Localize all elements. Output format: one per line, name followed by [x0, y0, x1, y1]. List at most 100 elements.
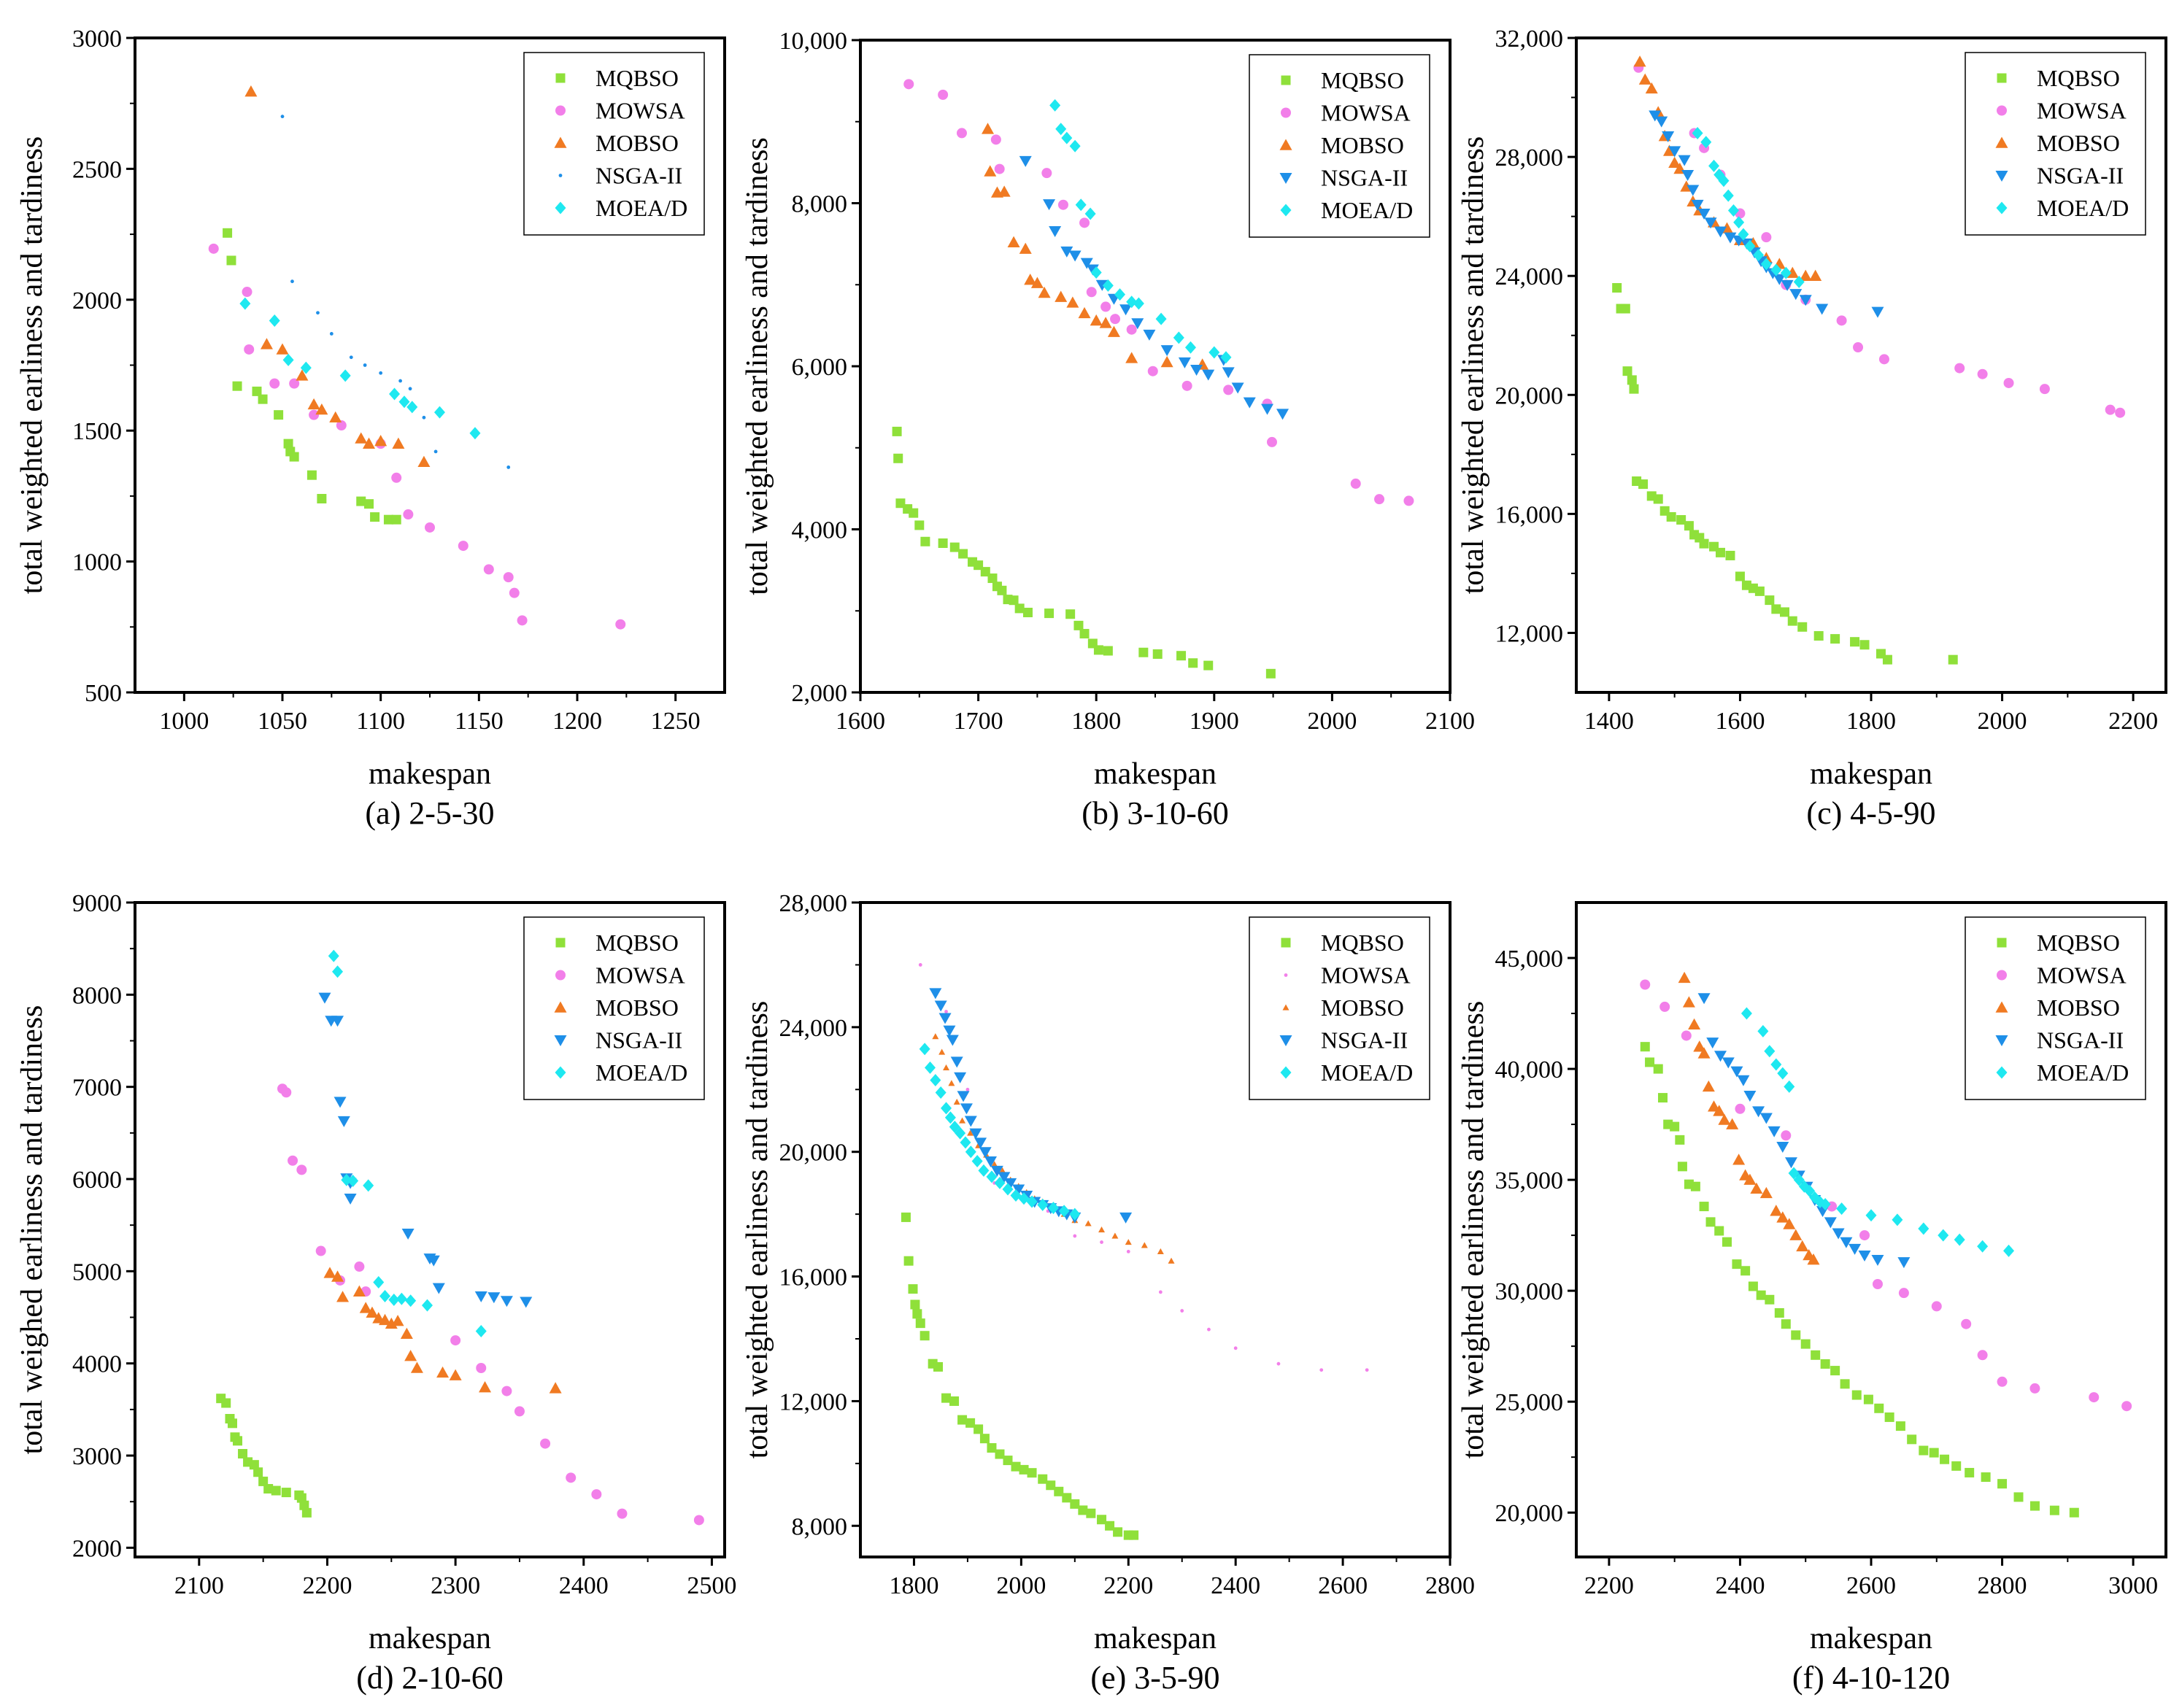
data-point-mqbso	[1754, 586, 1765, 596]
y-axis-title: total weighted earliness and tardiness	[1457, 136, 1490, 594]
data-point-mqbso	[1065, 609, 1076, 619]
data-point-nsga-ii	[1776, 1141, 1789, 1153]
data-point-mobso	[479, 1381, 492, 1393]
data-point-nsga-ii	[1724, 232, 1737, 244]
data-point-mobso	[1125, 1239, 1132, 1245]
series-mobso	[1678, 971, 1820, 1265]
data-point-mobso	[1682, 996, 1695, 1008]
data-point-mowsa	[288, 1155, 298, 1166]
data-point-mqbso	[301, 1507, 312, 1518]
y-axis-title: total weighed earliness and tardiness	[15, 1005, 49, 1455]
data-point-mqbso	[1940, 1454, 1950, 1464]
data-point-mowsa	[281, 1087, 292, 1098]
data-point-mowsa	[1374, 494, 1385, 505]
data-point-moea-d	[1892, 1213, 1903, 1226]
data-point-mowsa	[2089, 1392, 2100, 1403]
x-tick-label: 1600	[1715, 708, 1765, 735]
legend-box	[1249, 916, 1430, 1100]
data-point-moea-d	[1058, 1205, 1070, 1218]
data-point-mqbso	[1820, 1359, 1830, 1369]
data-point-mqbso	[1640, 1042, 1650, 1052]
data-point-moea-d	[388, 1294, 400, 1307]
data-point-mqbso	[1863, 1394, 1873, 1404]
data-point-mobso	[323, 1267, 336, 1278]
data-point-mobso	[391, 1315, 404, 1326]
data-point-moea-d	[398, 395, 410, 409]
chart-panel-5: 1800 2000 2200 2400 2600 2800 8,000 12,000 16,00…	[741, 890, 1475, 1696]
legend-label-nsga-ii: NSGA-II	[2037, 163, 2124, 189]
data-point-nsga-ii	[422, 415, 426, 420]
data-point-mqbso	[1850, 637, 1860, 647]
data-point-nsga-ii	[1080, 258, 1093, 269]
legend: MQBSO MOWSA MOBSO NSGA-II MOEA/D	[1249, 54, 1430, 238]
data-point-mqbso	[296, 1493, 307, 1503]
data-point-mowsa	[1659, 1001, 1670, 1012]
data-point-nsga-ii	[401, 1229, 415, 1240]
data-point-mobso	[436, 1366, 450, 1378]
data-point-mqbso	[226, 255, 236, 266]
data-point-mowsa	[1977, 368, 1988, 379]
data-point-moea-d	[1114, 288, 1126, 301]
data-point-mobso	[943, 1064, 950, 1070]
series-mobso	[244, 85, 431, 468]
data-point-mqbso	[949, 542, 960, 552]
y-tick-label: 20,000	[1495, 382, 1564, 409]
data-point-mqbso	[232, 381, 242, 391]
data-point-mqbso	[1054, 1486, 1064, 1496]
legend-box	[1965, 916, 2146, 1100]
data-point-mowsa	[918, 963, 922, 967]
x-tick-label: 2600	[1846, 1572, 1896, 1599]
data-point-mowsa	[938, 89, 949, 100]
data-point-moea-d	[1055, 123, 1067, 136]
data-point-mqbso	[1791, 1330, 1801, 1340]
data-point-mqbso	[1658, 1093, 1668, 1103]
x-axis-title: makespan	[1810, 757, 1932, 791]
data-point-mqbso	[1748, 1281, 1758, 1291]
data-point-nsga-ii	[960, 1103, 973, 1115]
data-point-mqbso	[1781, 1319, 1791, 1329]
data-point-mqbso	[987, 573, 998, 584]
data-point-nsga-ii	[1897, 1257, 1911, 1269]
data-point-moea-d	[1780, 266, 1792, 279]
data-point-mqbso	[283, 438, 293, 449]
data-point-mobso	[1038, 286, 1051, 298]
data-point-mowsa	[1781, 1130, 1792, 1141]
data-point-mqbso	[1705, 1217, 1716, 1227]
data-point-mqbso	[997, 585, 1007, 595]
y-tick-label: 4000	[72, 1351, 122, 1378]
data-point-mqbso	[252, 386, 262, 396]
data-point-mobso	[1759, 1186, 1773, 1199]
data-point-mqbso	[1046, 1480, 1056, 1491]
data-point-moea-d	[347, 1175, 359, 1188]
y-tick-label: 16,000	[779, 1264, 848, 1291]
data-point-mowsa	[1931, 1301, 1942, 1312]
data-point-mobso	[1678, 971, 1691, 984]
data-point-nsga-ii	[1276, 409, 1289, 420]
data-point-mobso	[959, 1117, 966, 1124]
x-tick-label: 1050	[258, 708, 307, 735]
data-point-moea-d	[1836, 1202, 1848, 1216]
data-point-nsga-ii	[964, 1116, 977, 1127]
data-point-nsga-ii	[1752, 1106, 1765, 1118]
data-point-moea-d	[332, 965, 344, 978]
data-point-nsga-ii	[1816, 304, 1829, 315]
x-axis-title: makespan	[1094, 1622, 1217, 1655]
data-point-moea-d	[1700, 136, 1712, 149]
y-axis-title: total weighted earliness and tardiness	[1457, 1001, 1490, 1458]
data-point-nsga-ii	[1840, 1237, 1853, 1248]
data-point-mobso	[379, 1313, 392, 1326]
data-point-mqbso	[910, 1299, 920, 1310]
data-point-nsga-ii	[1832, 1228, 1845, 1240]
data-point-mobso	[1160, 355, 1173, 368]
data-point-nsga-ii	[334, 1097, 347, 1108]
data-point-nsga-ii	[1178, 357, 1191, 368]
data-point-nsga-ii	[318, 992, 331, 1004]
legend-marker-mqbso	[555, 938, 566, 948]
data-point-mqbso	[938, 538, 948, 548]
data-point-mobso	[1697, 1047, 1711, 1059]
legend-label-mqbso: MQBSO	[2037, 65, 2120, 91]
data-point-nsga-ii	[1743, 1091, 1757, 1102]
legend-marker-mowsa	[1997, 105, 2007, 116]
y-axis-title: total weighted earliness and tardiness	[15, 136, 49, 594]
